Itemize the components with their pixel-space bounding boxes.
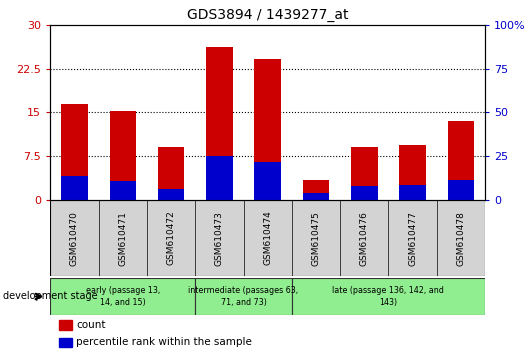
Text: intermediate (passages 63,
71, and 73): intermediate (passages 63, 71, and 73) [189,286,298,307]
Text: GSM610477: GSM610477 [408,211,417,266]
Bar [158,189,184,200]
Text: early (passage 13,
14, and 15): early (passage 13, 14, and 15) [86,286,160,307]
Bar [447,121,474,200]
Bar [110,111,136,200]
Bar [303,179,329,200]
Text: GSM610472: GSM610472 [166,211,175,266]
Bar [399,185,426,200]
Text: percentile rank within the sample: percentile rank within the sample [76,337,252,347]
Bar [59,338,72,347]
Text: GSM610478: GSM610478 [456,211,465,266]
Bar [158,147,184,200]
Bar [254,59,281,200]
Title: GDS3894 / 1439277_at: GDS3894 / 1439277_at [187,8,348,22]
Text: GSM610473: GSM610473 [215,211,224,266]
Bar [254,162,281,200]
Text: count: count [76,320,106,330]
Bar [195,278,292,315]
Bar [206,156,233,200]
Text: late (passage 136, 142, and
143): late (passage 136, 142, and 143) [332,286,444,307]
Bar [399,144,426,200]
Text: GSM610474: GSM610474 [263,211,272,266]
Bar [61,176,88,200]
Bar [206,47,233,200]
Bar [110,181,136,200]
Text: GSM610475: GSM610475 [312,211,321,266]
Text: GSM610471: GSM610471 [118,211,127,266]
Text: development stage: development stage [3,291,98,302]
Bar [50,278,195,315]
Bar [292,278,485,315]
Bar [303,193,329,200]
Bar [351,186,377,200]
Bar [351,147,377,200]
Text: GSM610470: GSM610470 [70,211,79,266]
Bar [61,104,88,200]
Bar [447,180,474,200]
Bar [59,320,72,330]
Text: GSM610476: GSM610476 [360,211,369,266]
